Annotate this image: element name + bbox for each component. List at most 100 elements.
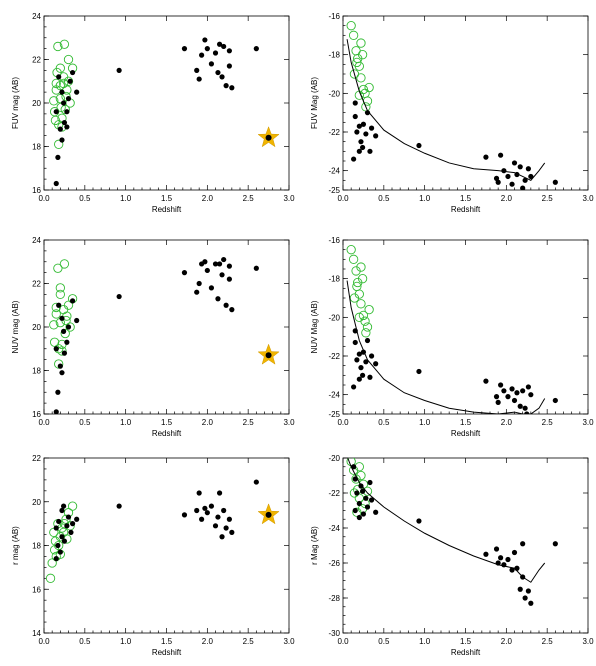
green-open-point: [349, 293, 360, 303]
y-tick-label: 24: [32, 236, 41, 245]
black-point: [202, 259, 208, 265]
black-point: [53, 556, 59, 562]
green-open-point: [67, 501, 78, 511]
black-point: [253, 479, 259, 485]
black-point: [61, 503, 67, 509]
x-tick-label: 1.0: [120, 637, 132, 646]
x-tick-label: 2.5: [243, 637, 255, 646]
black-point: [367, 374, 373, 380]
black-point: [194, 507, 200, 514]
x-tick-label: 1.0: [419, 194, 431, 203]
black-point: [202, 37, 208, 43]
black-point: [219, 534, 225, 540]
x-tick-label: 1.5: [161, 418, 173, 427]
green-open-point: [357, 50, 368, 60]
black-point: [181, 512, 188, 518]
black-point: [505, 173, 511, 180]
x-tick-label: 2.0: [501, 418, 513, 427]
x-tick-label: 2.5: [243, 194, 255, 203]
x-tick-label: 0.5: [378, 637, 390, 646]
panel-r-apparent: 0.0 0.5 1.0 1.5 2.0 2.5 3.0 14 16 18 20 22 Redshift r…: [11, 454, 295, 657]
black-point: [351, 464, 357, 470]
star-point: [265, 134, 272, 141]
y-tick-label: -16: [328, 12, 340, 21]
black-point: [498, 382, 504, 388]
black-point: [253, 265, 259, 271]
black-point: [356, 123, 362, 129]
black-point: [215, 296, 221, 302]
y-axis-label: NUV mag (AB): [11, 300, 20, 353]
y-axis-label: NUV Mag (AB): [310, 300, 319, 353]
black-point: [208, 285, 215, 291]
black-point: [352, 113, 358, 120]
panel-r-absolute: 0.0 0.5 1.0 1.5 2.0 2.5 3.0 -20 -22 -24 -26 -28 -30 R…: [310, 454, 594, 657]
black-point: [65, 96, 72, 102]
black-point: [356, 148, 362, 154]
y-axis-label: FUV Mag (AB): [310, 77, 319, 129]
y-tick-label: -26: [328, 559, 340, 568]
green-open-point: [364, 82, 374, 93]
x-tick-label: 2.5: [542, 418, 554, 427]
x-tick-label: 2.5: [243, 418, 255, 427]
black-point: [181, 270, 188, 276]
black-point: [522, 595, 528, 601]
black-point: [356, 376, 362, 382]
black-point: [356, 500, 362, 507]
black-point: [55, 389, 61, 395]
black-point: [358, 483, 364, 489]
black-point: [57, 363, 63, 369]
y-tick-label: -22: [328, 128, 340, 137]
x-tick-label: 1.5: [161, 194, 173, 203]
x-tick-label: 1.5: [460, 637, 472, 646]
green-open-point: [55, 80, 65, 91]
model-curve: [346, 39, 546, 181]
black-point: [59, 137, 65, 143]
black-point: [356, 351, 362, 357]
black-point: [56, 74, 62, 80]
y-tick-label: 20: [32, 99, 41, 108]
x-tick-label: 1.5: [460, 418, 472, 427]
black-point: [352, 100, 358, 106]
x-tick-label: 0.5: [79, 637, 91, 646]
black-point: [61, 350, 68, 356]
y-axis-label: r Mag (AB): [310, 526, 319, 565]
black-point: [360, 511, 367, 517]
y-tick-label: 14: [32, 629, 41, 638]
y-tick-label: 24: [32, 12, 41, 21]
black-point: [221, 43, 227, 50]
black-point: [373, 133, 379, 139]
black-point: [219, 272, 225, 278]
black-point: [194, 67, 200, 73]
green-open-point: [356, 38, 366, 48]
black-point: [59, 534, 65, 540]
black-point: [501, 562, 507, 568]
x-tick-label: 2.5: [542, 637, 554, 646]
points-layer: [49, 256, 280, 414]
black-point: [65, 324, 72, 330]
black-point: [368, 353, 375, 359]
green-open-point: [63, 54, 74, 65]
green-open-point: [59, 259, 70, 269]
x-tick-label: 1.0: [120, 418, 132, 427]
black-point: [64, 523, 70, 529]
green-open-point: [362, 322, 373, 332]
black-point: [204, 510, 210, 516]
black-point: [181, 46, 188, 52]
green-open-point: [352, 281, 362, 292]
black-point: [64, 339, 70, 345]
black-point: [373, 361, 379, 367]
black-point: [196, 280, 202, 287]
green-open-point: [346, 245, 356, 255]
black-point: [525, 166, 531, 172]
green-open-point: [349, 69, 360, 79]
x-tick-label: 0.0: [337, 418, 349, 427]
x-tick-label: 2.0: [202, 194, 214, 203]
black-point: [352, 328, 358, 334]
black-point: [61, 538, 68, 544]
black-point: [59, 315, 65, 321]
black-point: [56, 518, 62, 525]
points-layer: [346, 21, 558, 190]
black-point: [74, 317, 80, 324]
model-curve: [346, 280, 546, 414]
